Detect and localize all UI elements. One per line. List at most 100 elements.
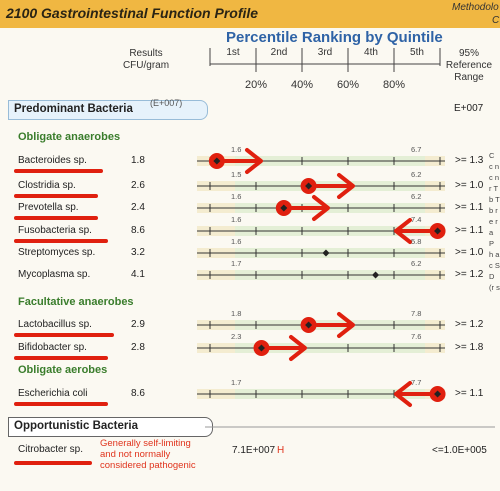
percentile-bar <box>197 270 445 280</box>
range-low-label: 2.3 <box>231 332 242 341</box>
reference-header-line2: Reference <box>445 60 493 71</box>
bacteria-value: 4.1 <box>131 269 145 280</box>
arrow-right-icon <box>314 173 355 199</box>
percentile-80: 80% <box>382 79 406 91</box>
range-low-label: 1.7 <box>231 378 242 387</box>
group-obligate-aerobes: Obligate aerobes <box>18 364 108 376</box>
methodology-line2: C <box>492 15 500 26</box>
range-high-label: 7.8 <box>411 309 422 318</box>
bacteria-reference: >= 1.3 <box>455 155 484 166</box>
opportunistic-item-name: Citrobacter sp. <box>18 444 84 455</box>
methodology-line1: Methodolo <box>452 2 499 13</box>
percentile-40: 40% <box>290 79 314 91</box>
range-high-label: 6.2 <box>411 192 422 201</box>
predominant-multiplier-right: E+007 <box>454 103 484 114</box>
arrow-right-icon <box>222 148 263 174</box>
bacteria-reference: >= 1.1 <box>455 225 484 236</box>
opportunistic-note-line1: Generally self-limiting <box>100 438 191 449</box>
bacteria-name-underline <box>14 239 109 243</box>
result-marker <box>280 204 288 212</box>
range-high-label: 7.7 <box>411 378 422 387</box>
result-marker <box>322 249 330 257</box>
arrow-shape <box>289 195 330 221</box>
quintile-1st: 1st <box>226 47 240 58</box>
bacteria-name: Bacteroides sp. <box>18 155 87 166</box>
opportunistic-note: Generally self-limiting and not normally… <box>100 438 196 471</box>
reference-header-line3: Range <box>454 72 484 83</box>
report-title: 2100 Gastrointestinal Function Profile <box>6 5 259 21</box>
bacteria-reference: >= 1.1 <box>455 202 484 213</box>
arrow-shape <box>222 148 263 174</box>
bacteria-name-underline <box>14 169 103 173</box>
percentile-ranking-title: Percentile Ranking by Quintile <box>226 29 443 46</box>
bacteria-value: 2.6 <box>131 180 145 191</box>
range-low-label: 1.5 <box>231 170 242 179</box>
bacteria-name: Clostridia sp. <box>18 180 76 191</box>
arrow-left-icon <box>393 218 434 244</box>
arrow-right-icon <box>289 195 330 221</box>
bacteria-value: 2.9 <box>131 319 145 330</box>
bacteria-value: 3.2 <box>131 247 145 258</box>
bacteria-name-underline <box>14 356 109 360</box>
predominant-section-title: Predominant Bacteria <box>14 103 133 115</box>
arrow-shape <box>393 218 434 244</box>
result-marker <box>213 157 221 165</box>
bacteria-name: Streptomyces sp. <box>18 247 96 258</box>
bacteria-name: Fusobacteria sp. <box>18 225 92 236</box>
range-high-label: 6.2 <box>411 170 422 179</box>
percentile-60: 60% <box>336 79 360 91</box>
arrow-shape <box>393 381 434 407</box>
opportunistic-item-value: 7.1E+007 <box>232 445 276 456</box>
bacteria-value: 1.8 <box>131 155 145 166</box>
title-band: 2100 Gastrointestinal Function Profile M… <box>0 0 500 28</box>
range-low-label: 1.6 <box>231 145 242 154</box>
side-text-column: C c n c n r T b T b r e r a P h a c S D … <box>489 151 500 292</box>
range-low-label: 1.6 <box>231 215 242 224</box>
bacteria-reference: >= 1.1 <box>455 388 484 399</box>
opportunistic-note-line3: considered pathogenic <box>100 460 196 471</box>
quintile-4th: 4th <box>364 47 378 58</box>
bacteria-reference: >= 1.8 <box>455 342 484 353</box>
range-high-label: 6.7 <box>411 145 422 154</box>
arrow-left-icon <box>393 381 434 407</box>
arrow-shape <box>267 335 308 361</box>
percentile-20: 20% <box>244 79 268 91</box>
result-marker <box>434 227 442 235</box>
bacteria-name: Escherichia coli <box>18 388 88 399</box>
quintile-3rd: 3rd <box>317 47 333 58</box>
bacteria-reference: >= 1.2 <box>455 269 484 280</box>
bacteria-reference: >= 1.2 <box>455 319 484 330</box>
bacteria-value: 2.4 <box>131 202 145 213</box>
arrow-shape <box>314 312 355 338</box>
range-high-label: 6.2 <box>411 259 422 268</box>
bacteria-name: Bifidobacter sp. <box>18 342 87 353</box>
group-facultative-anaerobes: Facultative anaerobes <box>18 296 134 308</box>
bacteria-reference: >= 1.0 <box>455 247 484 258</box>
bacteria-name-underline <box>14 333 114 337</box>
bacteria-name-underline <box>14 402 109 406</box>
arrow-right-icon <box>267 335 308 361</box>
result-marker <box>257 344 265 352</box>
opportunistic-note-line2: and not normally <box>100 449 171 460</box>
range-low-label: 1.7 <box>231 259 242 268</box>
bacteria-reference: >= 1.0 <box>455 180 484 191</box>
bacteria-name: Mycoplasma sp. <box>18 269 91 280</box>
quintile-5th: 5th <box>410 47 424 58</box>
bacteria-value: 8.6 <box>131 388 145 399</box>
bacteria-value: 2.8 <box>131 342 145 353</box>
range-low-label: 1.6 <box>231 237 242 246</box>
opportunistic-item-underline <box>14 461 92 465</box>
results-header: Results CFU/gram <box>116 48 176 72</box>
reference-header-line1: 95% <box>458 48 479 59</box>
reference-header: 95% Reference Range <box>441 48 497 84</box>
range-high-label: 7.4 <box>411 215 422 224</box>
opportunistic-divider <box>205 426 495 428</box>
quintile-scale <box>209 48 441 72</box>
result-marker <box>305 321 313 329</box>
predominant-section-bar <box>8 100 208 120</box>
methodology-text: Methodolo C <box>452 1 499 27</box>
group-obligate-anaerobes: Obligate anaerobes <box>18 131 121 143</box>
bacteria-name-underline <box>14 216 98 220</box>
bacteria-name-underline <box>14 194 98 198</box>
result-marker <box>305 182 313 190</box>
